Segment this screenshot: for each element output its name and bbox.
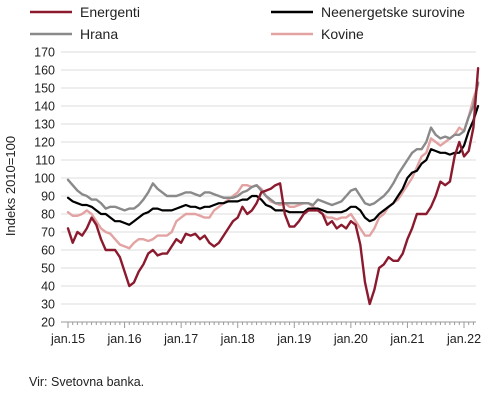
- y-tick-label: 40: [41, 280, 55, 294]
- y-tick-label: 150: [34, 82, 55, 96]
- legend-label-kovine: Kovine: [321, 26, 364, 42]
- y-tick-label: 130: [34, 118, 55, 132]
- y-tick-label: 80: [41, 208, 55, 222]
- series-lines: [66, 66, 480, 306]
- x-tick-label: jan.17: [163, 332, 198, 346]
- y-tick-label: 20: [41, 316, 55, 330]
- legend-label-energenti: Energenti: [80, 4, 140, 20]
- y-tick-label: 100: [34, 172, 55, 186]
- x-axis: jan.15 jan.16 jan.17 jan.18 jan.19 jan.20 jan.…: [50, 321, 481, 346]
- y-tick-label: 60: [41, 244, 55, 258]
- source-note: Vir: Svetovna banka.: [29, 375, 144, 389]
- y-tick-label: 70: [41, 226, 55, 240]
- x-tick-label: jan.21: [389, 332, 424, 346]
- x-tick-label: jan.18: [220, 332, 255, 346]
- series-line-energenti: [66, 66, 480, 306]
- y-tick-label: 50: [41, 262, 55, 276]
- y-tick-label: 140: [34, 100, 55, 114]
- y-tick-label: 110: [35, 154, 55, 168]
- x-tick-label: jan.20: [333, 332, 368, 346]
- y-axis-label: Indeks 2010=100: [3, 136, 18, 236]
- y-tick-label: 90: [41, 190, 55, 204]
- series-line-hrana: [66, 81, 480, 212]
- legend-label-neenergetske-surovine: Neenergetske surovine: [321, 4, 465, 20]
- x-tick-label: jan.22: [446, 332, 481, 346]
- series-line-neenergetske-surovine: [66, 104, 480, 226]
- x-tick-label: jan.16: [107, 332, 142, 346]
- y-tick-label: 120: [34, 136, 55, 150]
- x-tick-label: jan.19: [276, 332, 311, 346]
- gridlines: [61, 51, 476, 323]
- y-tick-label: 170: [34, 46, 55, 60]
- legend-label-hrana: Hrana: [80, 26, 118, 42]
- legend: Energenti Neenergetske surovine Hrana Kovin…: [30, 4, 465, 42]
- x-tick-label: jan.15: [50, 332, 85, 346]
- y-tick-label: 30: [41, 298, 55, 312]
- y-axis-ticks: 20 30 40 50 60 70 80 90 100 110 120 130 140 150 160 170: [34, 46, 55, 330]
- y-tick-label: 160: [34, 64, 55, 78]
